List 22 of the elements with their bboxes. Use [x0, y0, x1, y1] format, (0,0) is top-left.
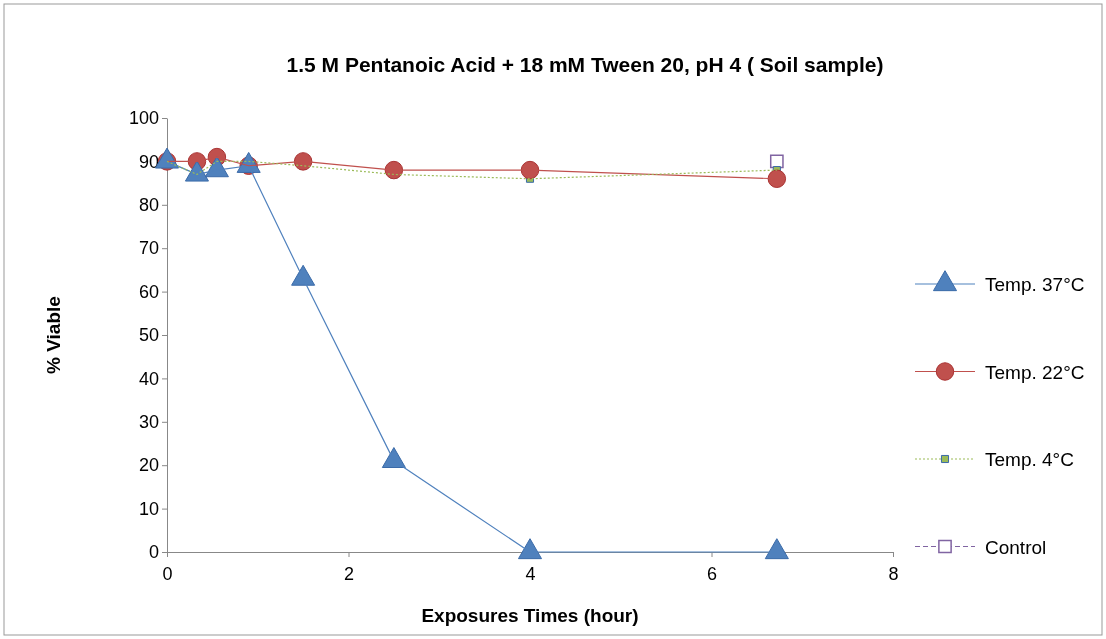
y-tick-label: 60	[138, 281, 159, 302]
y-tick-label: 50	[138, 325, 159, 346]
chart-title: 1.5 M Pentanoic Acid + 18 mM Tween 20, pH 4 ( Soil sample)	[286, 53, 884, 76]
y-tick-label: 30	[138, 412, 159, 433]
x-tick-label: 0	[162, 563, 173, 584]
legend-label: Temp. 4°C	[985, 449, 1074, 470]
x-axis-title: Exposures Times (hour)	[421, 605, 639, 626]
y-axis-title: % Viable	[43, 296, 64, 374]
y-tick-label: 80	[138, 195, 159, 216]
y-tick-label: 0	[148, 542, 159, 563]
y-tick-label: 10	[138, 498, 159, 519]
legend-label: Temp. 22°C	[985, 361, 1085, 383]
legend-label: Control	[985, 536, 1047, 558]
y-tick-label: 20	[138, 455, 159, 476]
legend-label: Temp. 37°C	[985, 274, 1085, 295]
y-tick-label: 70	[138, 238, 159, 259]
x-tick-label: 8	[888, 563, 899, 584]
y-tick-label: 40	[138, 368, 159, 389]
x-tick-label: 4	[525, 563, 536, 584]
y-tick-label: 100	[128, 108, 159, 129]
x-tick-label: 2	[343, 563, 355, 584]
x-tick-label: 6	[706, 563, 718, 584]
